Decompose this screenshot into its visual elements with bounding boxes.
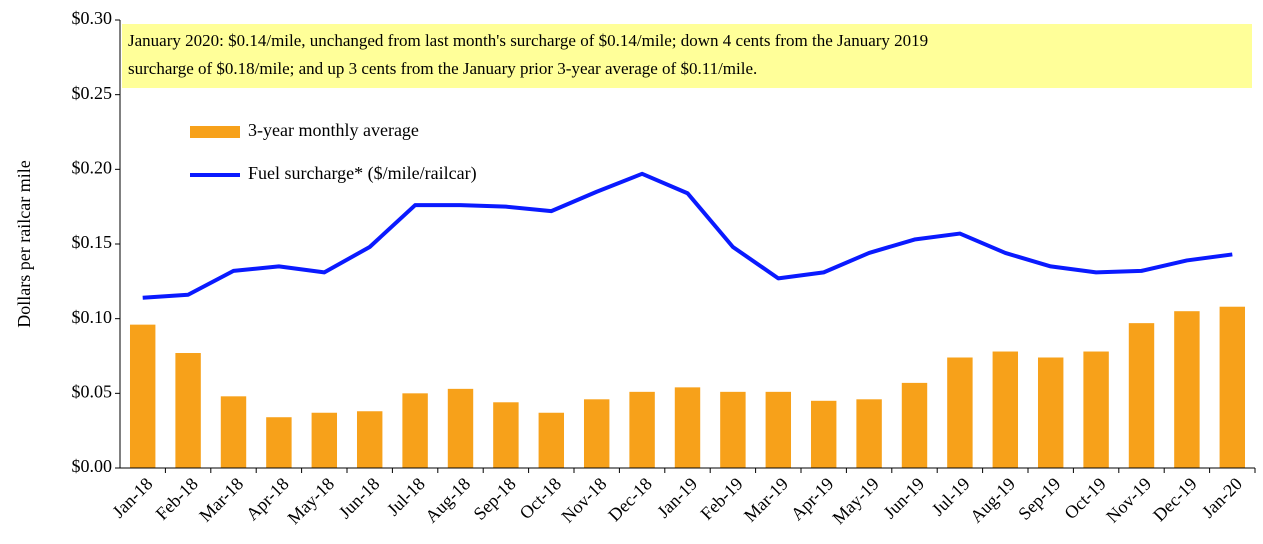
x-tick-label: Sep-19 (1014, 474, 1064, 524)
bar (583, 399, 610, 468)
x-tick-label: Nov-18 (557, 474, 610, 527)
bar (1083, 351, 1109, 468)
x-tick-label: Nov-19 (1102, 474, 1155, 527)
bar (266, 417, 292, 468)
bar (1128, 323, 1155, 468)
bar (629, 391, 655, 468)
x-tick-label: May-19 (828, 474, 882, 528)
y-tick-label: $0.00 (72, 456, 113, 476)
annotation: surcharge of $0.18/mile; and up 3 cents … (128, 59, 757, 78)
bar (493, 402, 519, 468)
bar (992, 351, 1019, 468)
legend-label: Fuel surcharge* ($/mile/railcar) (248, 163, 477, 184)
bar (1037, 357, 1064, 468)
bar (856, 399, 882, 468)
y-tick-label: $0.10 (72, 307, 113, 327)
x-tick-label: Jun-18 (335, 474, 384, 523)
legend-label: 3-year monthly average (248, 120, 419, 140)
x-tick-label: Dec-18 (604, 474, 656, 526)
bar (129, 324, 156, 468)
bar (356, 411, 383, 468)
x-tick-label: May-18 (284, 474, 338, 528)
x-tick-label: Sep-18 (469, 474, 519, 524)
x-tick-label: Mar-18 (195, 474, 247, 526)
bar (311, 412, 338, 468)
bar (1219, 306, 1246, 468)
x-tick-label: Aug-18 (421, 474, 474, 527)
x-tick-label: Aug-19 (966, 474, 1019, 527)
bar (447, 388, 474, 468)
x-tick-label: Mar-19 (740, 474, 792, 526)
bar (175, 353, 201, 468)
y-tick-label: $0.05 (72, 381, 113, 401)
bar (765, 391, 792, 468)
bar (810, 400, 837, 468)
y-axis-label: Dollars per railcar mile (14, 160, 34, 327)
x-tick-label: Jan-19 (653, 474, 701, 522)
x-tick-label: Oct-18 (516, 474, 565, 523)
line (142, 171, 1233, 300)
bar (674, 387, 701, 468)
y-tick-label: $0.25 (72, 83, 113, 103)
bar (1174, 311, 1200, 468)
x-tick-label: Dec-19 (1149, 474, 1201, 526)
bar (947, 357, 973, 468)
x-tick-label: Oct-19 (1060, 474, 1109, 523)
annotation: January 2020: $0.14/mile, unchanged from… (128, 31, 928, 50)
x-tick-label: Jan-18 (108, 474, 156, 522)
bar (538, 412, 565, 468)
y-tick-label: $0.20 (72, 157, 113, 177)
x-tick-label: Feb-19 (696, 474, 746, 524)
legend-swatch (190, 126, 240, 138)
bar (402, 393, 428, 468)
y-tick-label: $0.15 (72, 232, 113, 252)
x-tick-label: Jan-20 (1198, 474, 1246, 522)
x-tick-label: Jun-19 (879, 474, 928, 523)
bar (901, 382, 928, 468)
bar (220, 396, 247, 468)
bar (720, 391, 746, 468)
annotation-box (122, 24, 1252, 88)
x-tick-label: Feb-18 (152, 474, 202, 524)
y-tick-label: $0.30 (72, 8, 113, 28)
